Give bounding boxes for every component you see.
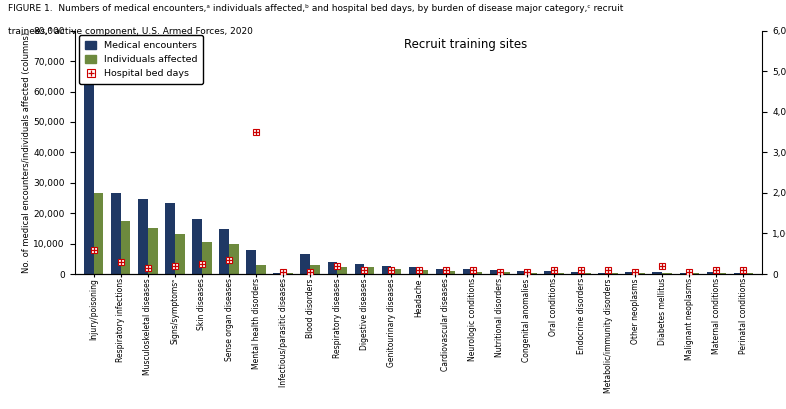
Bar [544, 271, 554, 274]
Bar [517, 271, 527, 274]
Bar [733, 272, 744, 274]
Bar [148, 228, 157, 274]
Bar [554, 272, 564, 274]
Bar [121, 221, 130, 274]
Bar [94, 193, 104, 274]
Bar [256, 265, 266, 274]
Bar [283, 273, 293, 274]
Bar [500, 272, 509, 274]
Bar [689, 273, 699, 274]
Bar [608, 273, 618, 274]
Bar [328, 262, 337, 274]
Bar [446, 271, 455, 274]
Bar [472, 272, 483, 274]
Bar [229, 244, 239, 274]
Bar [527, 272, 537, 274]
Bar [680, 273, 689, 274]
Bar [490, 270, 500, 274]
Legend: Medical encounters, Individuals affected, Hospital bed days: Medical encounters, Individuals affected… [79, 36, 203, 84]
Bar [365, 267, 374, 274]
Bar [84, 76, 94, 274]
Bar [165, 202, 174, 274]
Bar [274, 273, 283, 274]
Bar [111, 193, 121, 274]
Bar [663, 272, 672, 274]
Bar [246, 249, 256, 274]
Bar [652, 272, 663, 274]
Bar [707, 272, 716, 274]
Bar [391, 269, 401, 274]
Bar [193, 219, 202, 274]
Bar [598, 272, 608, 274]
Y-axis label: No. of medical encounters/individuals affected (columns): No. of medical encounters/individuals af… [22, 32, 31, 273]
Bar [337, 267, 347, 274]
Bar [716, 272, 726, 274]
Bar [138, 199, 148, 274]
Bar [436, 269, 446, 274]
Text: trainees,ᵈ active component, U.S. Armed Forces, 2020: trainees,ᵈ active component, U.S. Armed … [8, 27, 253, 36]
Bar [219, 229, 229, 274]
Title: Recruit training sites: Recruit training sites [404, 38, 527, 51]
Bar [626, 272, 635, 274]
Bar [744, 273, 753, 274]
Bar [581, 273, 591, 274]
Bar [202, 242, 211, 274]
Bar [571, 272, 581, 274]
Bar [635, 273, 645, 274]
Bar [463, 270, 472, 274]
Bar [354, 264, 365, 274]
Bar [409, 267, 419, 274]
Bar [310, 265, 320, 274]
Bar [174, 234, 185, 274]
Bar [300, 254, 310, 274]
Bar [382, 266, 391, 274]
Bar [419, 270, 428, 274]
Text: FIGURE 1.  Numbers of medical encounters,ᵃ individuals affected,ᵇ and hospital b: FIGURE 1. Numbers of medical encounters,… [8, 4, 623, 13]
